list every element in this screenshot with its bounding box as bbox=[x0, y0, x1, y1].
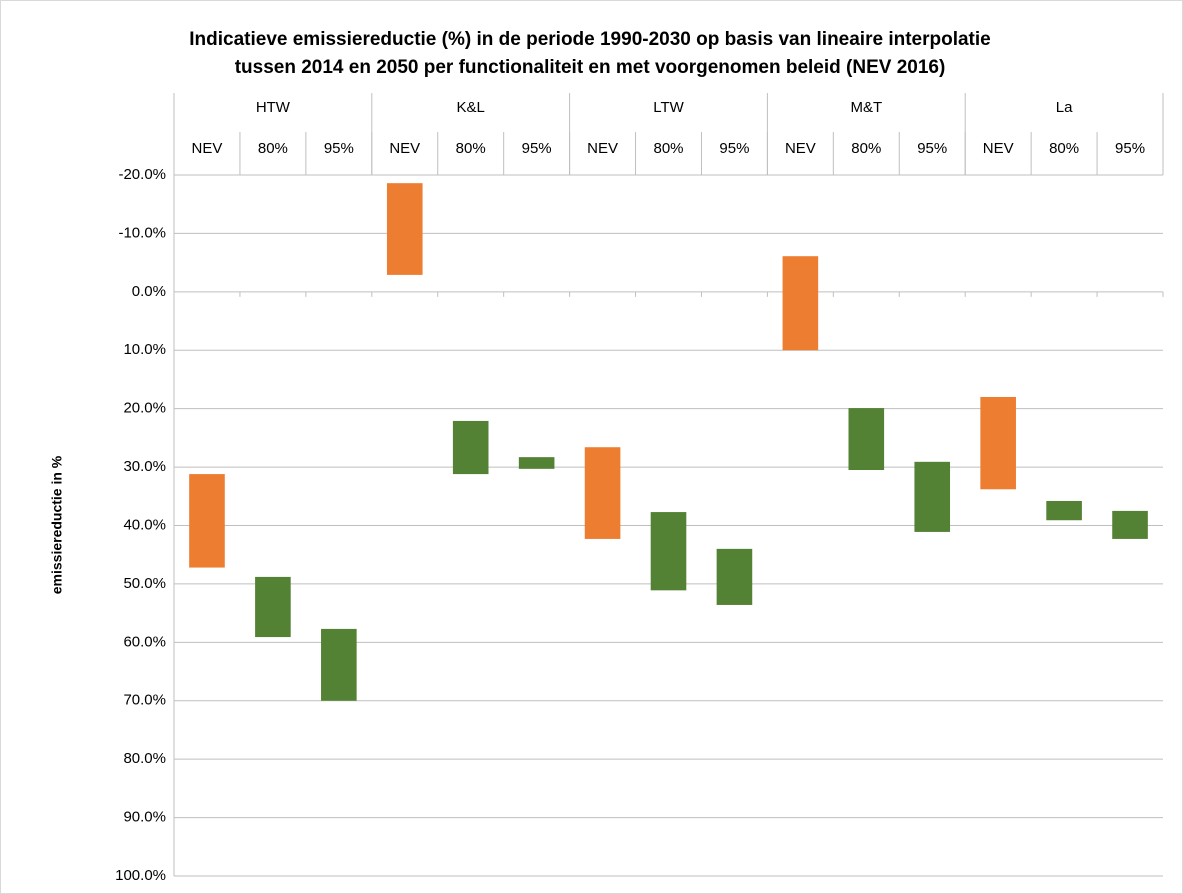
x-tick-label: 80% bbox=[851, 140, 881, 157]
x-tick-label: NEV bbox=[983, 140, 1014, 157]
group-label: M&T bbox=[850, 99, 882, 116]
bar bbox=[980, 396, 1016, 490]
x-tick-label: NEV bbox=[389, 140, 420, 157]
x-tick-label: NEV bbox=[587, 140, 618, 157]
y-tick-label: 50.0% bbox=[123, 575, 166, 592]
bar bbox=[386, 183, 423, 275]
x-tick-label: NEV bbox=[785, 140, 816, 157]
bar bbox=[255, 576, 291, 638]
bar bbox=[782, 256, 819, 351]
bar bbox=[189, 474, 225, 568]
y-axis-label: emissiereductie in % bbox=[49, 455, 65, 594]
x-tick-label: 80% bbox=[653, 140, 683, 157]
y-tick-label: 60.0% bbox=[123, 633, 166, 650]
x-tick-label: NEV bbox=[192, 140, 223, 157]
group-label: HTW bbox=[256, 99, 291, 116]
bar bbox=[1112, 510, 1148, 539]
bar bbox=[321, 628, 357, 701]
y-tick-label: 0.0% bbox=[132, 283, 166, 300]
bar bbox=[848, 408, 885, 471]
x-tick-label: 95% bbox=[324, 140, 354, 157]
bar bbox=[518, 457, 555, 469]
x-tick-label: 80% bbox=[258, 140, 288, 157]
x-tick-label: 80% bbox=[1049, 140, 1079, 157]
x-tick-label: 95% bbox=[522, 140, 552, 157]
y-tick-label: -20.0% bbox=[118, 166, 166, 183]
y-tick-label: 40.0% bbox=[123, 516, 166, 533]
y-tick-label: 20.0% bbox=[123, 400, 166, 417]
y-tick-label: 70.0% bbox=[123, 692, 166, 709]
bar bbox=[584, 447, 621, 539]
group-label: LTW bbox=[653, 99, 684, 116]
x-tick-label: 95% bbox=[917, 140, 947, 157]
x-tick-label: 80% bbox=[456, 140, 486, 157]
bar bbox=[650, 512, 687, 591]
chart-title: tussen 2014 en 2050 per functionaliteit … bbox=[235, 57, 946, 78]
y-tick-label: 100.0% bbox=[115, 867, 166, 884]
x-tick-label: 95% bbox=[719, 140, 749, 157]
bar bbox=[914, 461, 951, 532]
y-tick-label: -10.0% bbox=[118, 224, 166, 241]
y-tick-label: 30.0% bbox=[123, 458, 166, 475]
chart-title: Indicatieve emissiereductie (%) in de pe… bbox=[189, 29, 990, 50]
y-tick-label: 80.0% bbox=[123, 750, 166, 767]
x-tick-label: 95% bbox=[1115, 140, 1145, 157]
group-label: K&L bbox=[457, 99, 485, 116]
bar bbox=[452, 420, 489, 475]
group-label: La bbox=[1056, 99, 1073, 116]
y-tick-label: 10.0% bbox=[123, 341, 166, 358]
bar bbox=[1046, 500, 1082, 521]
bar bbox=[716, 548, 753, 605]
y-tick-label: 90.0% bbox=[123, 809, 166, 826]
